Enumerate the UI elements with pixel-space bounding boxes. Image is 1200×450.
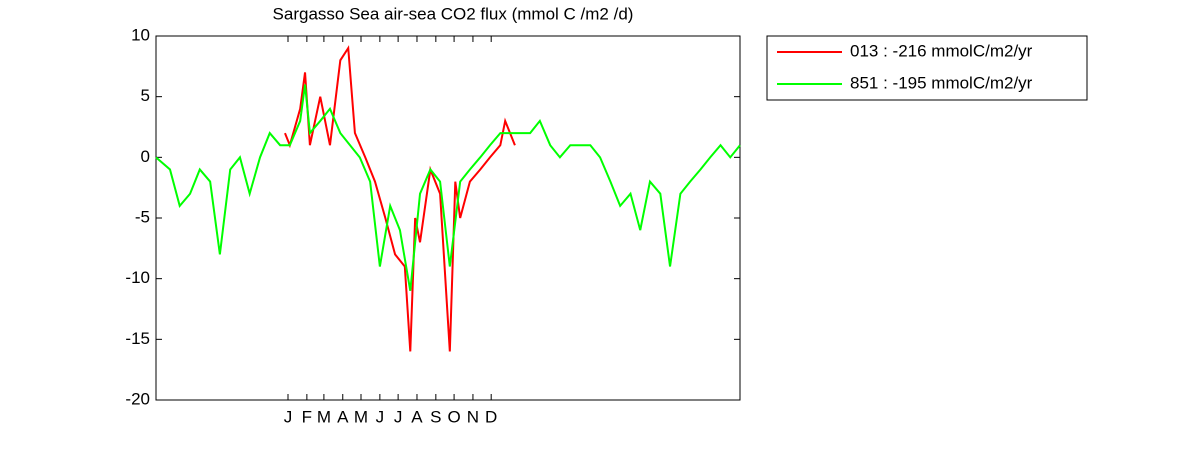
y-tick-label: 10 bbox=[131, 25, 150, 44]
y-tick-label: -5 bbox=[135, 207, 150, 226]
x-tick-label: O bbox=[447, 407, 460, 426]
chart-title: Sargasso Sea air-sea CO2 flux (mmol C /m… bbox=[273, 4, 634, 23]
x-tick-label: F bbox=[302, 407, 312, 426]
x-tick-label: J bbox=[394, 407, 403, 426]
y-tick-label: -10 bbox=[125, 268, 150, 287]
x-tick-label: N bbox=[467, 407, 479, 426]
y-tick-label: -20 bbox=[125, 389, 150, 408]
x-tick-label: M bbox=[317, 407, 331, 426]
plot-frame bbox=[155, 35, 741, 401]
legend-box bbox=[766, 35, 1088, 101]
x-tick-label: A bbox=[337, 407, 349, 426]
y-tick-label: -15 bbox=[125, 329, 150, 348]
x-tick-label: M bbox=[354, 407, 368, 426]
legend-label: 013 : -216 mmolC/m2/yr bbox=[850, 41, 1033, 60]
series-line bbox=[284, 45, 516, 352]
x-tick-label: J bbox=[284, 407, 293, 426]
y-tick-label: 5 bbox=[141, 86, 150, 105]
x-tick-label: J bbox=[376, 407, 385, 426]
legend-label: 851 : -195 mmolC/m2/yr bbox=[850, 73, 1033, 92]
x-tick-label: A bbox=[411, 407, 423, 426]
y-tick-label: 0 bbox=[141, 147, 150, 166]
x-tick-label: D bbox=[485, 407, 497, 426]
x-tick-label: S bbox=[430, 407, 441, 426]
series-line bbox=[155, 84, 741, 291]
